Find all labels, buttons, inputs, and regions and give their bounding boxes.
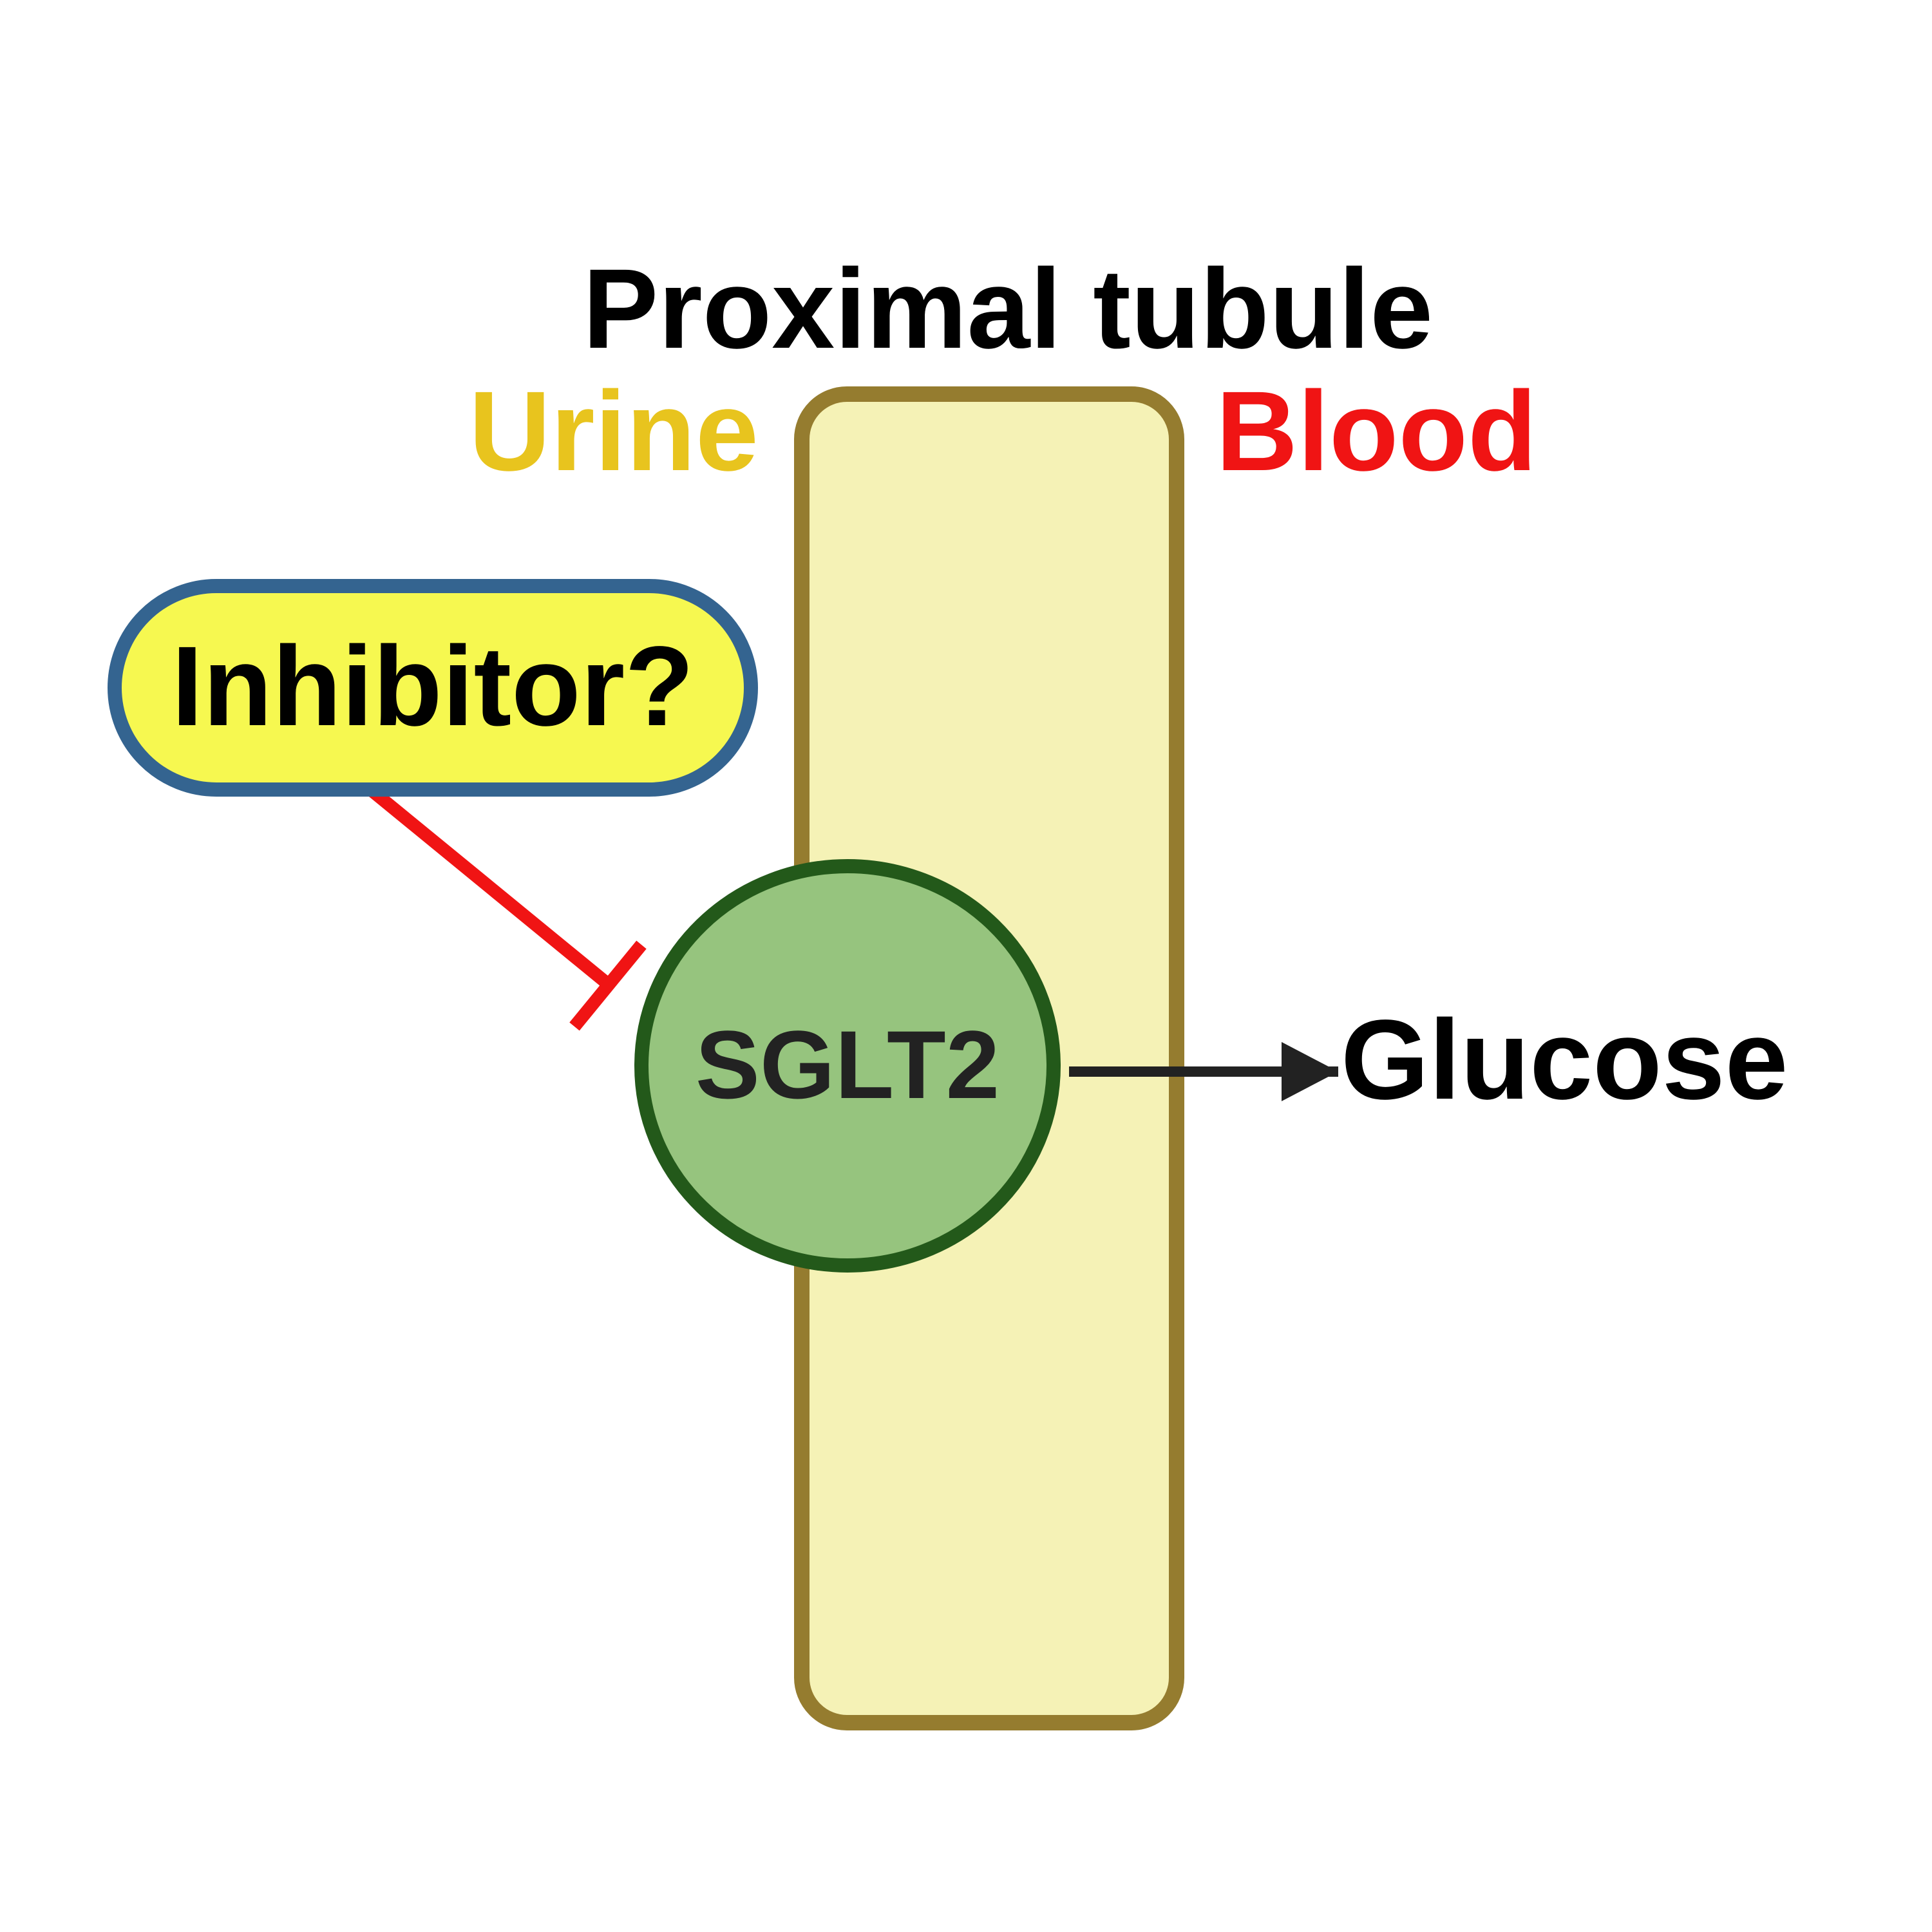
- inhibitor-node: [108, 579, 758, 797]
- diagram-title: Proximal tubule: [583, 246, 1433, 372]
- glucose-label: Glucose: [1341, 997, 1788, 1123]
- sglt2-transporter: [634, 859, 1061, 1273]
- blood-label: Blood: [1216, 368, 1537, 495]
- inhibition-connector: [361, 781, 647, 1031]
- urine-label: Urine: [469, 368, 759, 495]
- sglt2-label: SGLT2: [696, 1010, 999, 1119]
- inhibitor-label: Inhibitor?: [171, 623, 694, 750]
